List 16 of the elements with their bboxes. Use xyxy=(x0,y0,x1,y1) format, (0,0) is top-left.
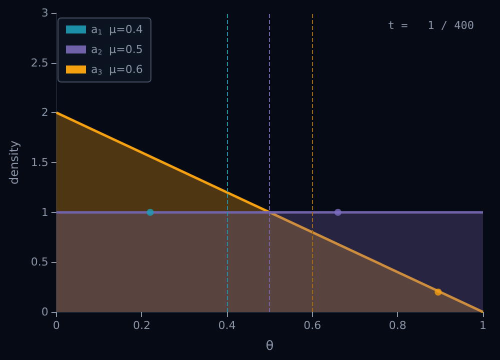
x-tick-label: 0.8 xyxy=(388,319,406,332)
y-axis-title: density xyxy=(7,140,21,184)
x-tick-label: 1 xyxy=(480,319,486,332)
y-tick-label: 3 xyxy=(41,6,48,20)
y-tick-label: 0.5 xyxy=(30,256,48,269)
x-axis-title: θ xyxy=(266,339,274,354)
x-tick-label: 0 xyxy=(52,319,60,332)
y-tick-label: 2 xyxy=(41,106,48,120)
x-tick-label: 0.4 xyxy=(218,319,236,332)
y-tick-label: 1 xyxy=(41,206,48,219)
y-tick-label: 2.5 xyxy=(30,56,48,70)
annotation: t = 1 / 400 xyxy=(388,19,474,32)
x-tick-label: 0.6 xyxy=(304,319,322,332)
y-tick-label: 1.5 xyxy=(30,156,48,169)
x-tick-label: 0.2 xyxy=(132,319,150,332)
y-tick-label: 0 xyxy=(41,306,48,318)
